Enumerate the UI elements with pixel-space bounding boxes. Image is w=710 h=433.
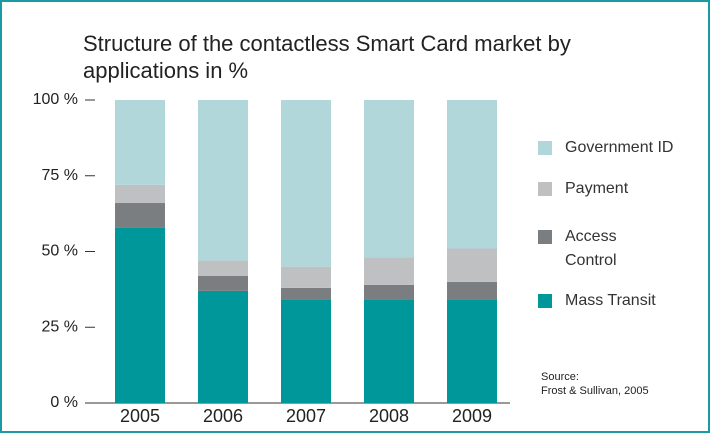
bar-segment — [115, 203, 165, 228]
legend-swatch — [538, 230, 552, 244]
x-tick-label: 2009 — [452, 406, 492, 426]
bar-segment — [447, 299, 497, 403]
bar-segment — [281, 100, 331, 267]
bar-segment — [115, 100, 165, 185]
legend-label: Access Control — [565, 228, 617, 269]
y-tick-label: 50 % — [42, 243, 78, 260]
bar-segment — [198, 290, 248, 403]
bar-segment — [364, 284, 414, 300]
legend-label: Payment — [565, 180, 629, 197]
y-tick-label: 25 % — [42, 318, 78, 335]
legend-label: Mass Transit — [565, 292, 656, 309]
bar-segment — [447, 100, 497, 249]
x-tick-label: 2007 — [286, 406, 326, 426]
y-tick-label: 0 % — [50, 394, 78, 411]
bar-segment — [281, 287, 331, 300]
legend-swatch — [538, 182, 552, 196]
bar-segment — [281, 266, 331, 288]
x-tick-label: 2005 — [120, 406, 160, 426]
bar-segment — [447, 248, 497, 282]
bar-segment — [364, 299, 414, 403]
legend-swatch — [538, 294, 552, 308]
legend-swatch — [538, 141, 552, 155]
bar-segment — [364, 257, 414, 285]
bar-segment — [447, 281, 497, 300]
bar-segment — [281, 299, 331, 403]
chart-title: Structure of the contactless Smart Card … — [83, 31, 571, 83]
x-tick-label: 2006 — [203, 406, 243, 426]
y-tick-label: 75 % — [42, 167, 78, 184]
bar-segment — [198, 275, 248, 291]
y-tick-label: 100 % — [33, 91, 78, 108]
bar-segment — [198, 260, 248, 276]
bar-segment — [364, 100, 414, 258]
bar-segment — [198, 100, 248, 261]
bar-segment — [115, 184, 165, 204]
source-label: Source: — [541, 371, 579, 383]
source-text: Frost & Sullivan, 2005 — [541, 385, 649, 397]
legend-label: Government ID — [565, 139, 674, 156]
x-tick-label: 2008 — [369, 406, 409, 426]
bar-segment — [115, 227, 165, 403]
